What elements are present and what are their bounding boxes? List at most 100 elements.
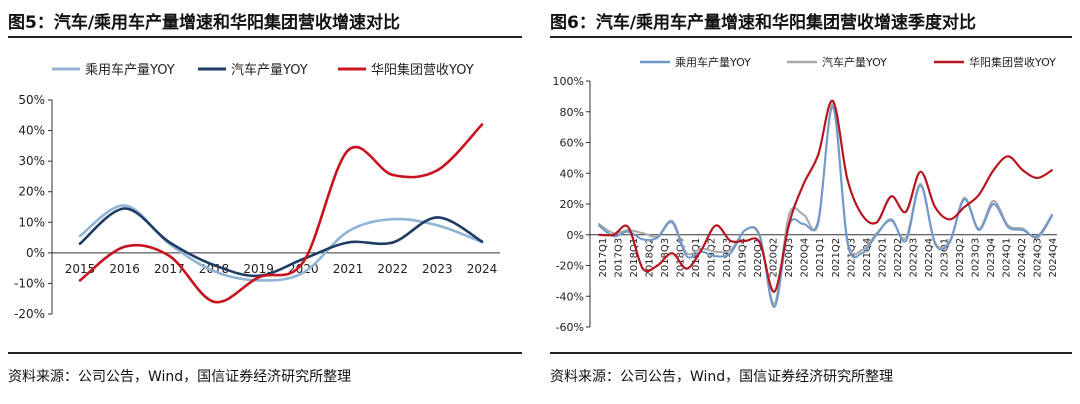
y-tick-label: 60% [560,137,584,150]
data-point-2 [977,193,980,196]
data-point-2 [875,221,878,224]
y-tick-label: 0% [567,229,584,242]
data-point-1 [787,213,790,216]
data-point-1 [802,213,805,216]
data-point-2 [773,290,776,293]
data-point-2 [480,123,484,126]
data-point-1 [346,241,350,244]
x-tick-label: 2015 [65,262,96,276]
data-point-0 [875,233,878,236]
legend-label-1: 汽车产量YOY [231,62,308,78]
x-tick-label: 2021Q1 [815,238,826,278]
data-point-1 [391,241,394,244]
data-point-2 [729,239,732,242]
data-point-0 [817,219,820,222]
data-point-2 [302,260,305,264]
legend-label-1: 汽车产量YOY [822,55,887,69]
data-point-0 [934,242,937,245]
data-point-0 [302,271,305,275]
data-point-0 [78,234,82,238]
data-point-2 [1036,176,1039,179]
figure-5-chart: 乘用车产量YOY 汽车产量YOY 华阳集团营收YOY 50% 40% 30% 20% 10% 0… [14,62,500,321]
data-point-0 [212,269,216,273]
x-tick-label: 2021Q2 [831,238,842,278]
data-point-0 [948,241,951,244]
data-point-0 [257,279,260,282]
data-point-0 [123,204,126,207]
x-tick-label: 2017Q1 [598,238,609,278]
data-point-0 [346,230,350,233]
data-point-2 [700,249,703,252]
legend-label-0: 乘用车产量YOY [85,62,175,78]
data-point-0 [992,203,995,205]
x-tick-label: 2022Q2 [893,238,904,278]
data-point-0 [861,252,864,255]
x-tick-label: 2023Q4 [986,238,997,278]
figure-5-bottom-rule [8,352,522,354]
data-point-2 [1051,169,1053,172]
data-point-2 [992,169,995,172]
data-point-0 [744,229,747,232]
figure-6-title: 图6：汽车/乘用车产量增速和华阳集团营收增速季度对比 [550,13,977,33]
figure-6-panel: 图6：汽车/乘用车产量增速和华阳集团营收增速季度对比 乘用车产量YOY 汽车产量Y… [542,0,1080,404]
data-point-0 [802,222,805,225]
figure-5-title: 图5：汽车/乘用车产量增速和华阳集团营收增速对比 [8,13,401,33]
figure-6-top-rule [550,36,1072,38]
y-tick-label: 30% [18,154,45,168]
data-point-0 [598,224,600,227]
data-point-2 [846,178,849,181]
data-point-2 [168,254,171,258]
x-tick-label: 2023 [422,262,453,276]
x-tick-label: 2024Q3 [1032,238,1043,278]
x-tick-label: 2024Q2 [1017,238,1028,278]
y-tick-label: 100% [553,75,584,88]
data-point-2 [963,206,966,209]
data-point-1 [123,207,126,210]
data-point-2 [758,241,761,244]
data-point-1 [861,249,864,252]
data-point-0 [391,217,394,221]
data-point-2 [641,267,644,270]
data-point-2 [656,264,659,267]
x-tick-label: 2023Q2 [955,238,966,278]
data-point-2 [831,99,834,102]
data-point-2 [391,173,394,177]
x-tick-label: 2022 [377,262,408,276]
data-point-2 [919,170,922,173]
y-tick-label: -60% [556,321,584,334]
y-tick-label: 40% [560,167,584,180]
y-tick-label: 80% [560,106,584,119]
data-point-0 [963,198,966,201]
x-tick-label: 2024Q1 [1001,238,1012,278]
x-tick-label: 2020Q3 [784,238,795,278]
data-point-0 [1051,213,1053,216]
x-tick-label: 2020Q1 [753,238,764,278]
figure-6-chart: 乘用车产量YOY 汽车产量YOY 华阳集团营收YOY 100% 80% 60% 40% 20%… [553,55,1059,334]
x-tick-label: 2024 [467,262,498,276]
data-point-0 [1036,235,1039,238]
data-point-2 [436,169,439,172]
data-point-2 [744,239,747,242]
data-point-2 [346,149,350,152]
legend-label-0: 乘用车产量YOY [675,55,751,69]
data-point-0 [671,221,674,224]
series-line-2 [79,123,483,304]
data-point-1 [436,216,439,219]
data-point-1 [773,302,776,305]
figure-6-bottom-rule [550,352,1072,354]
x-tick-label: 2017Q3 [613,238,624,278]
data-point-0 [1021,229,1024,232]
data-point-2 [598,233,600,236]
x-tick-label: 2016 [109,262,140,276]
data-point-2 [212,300,216,304]
data-point-0 [831,106,834,109]
data-point-0 [641,238,644,241]
data-point-1 [598,222,600,225]
x-tick-label: 2021 [333,262,364,276]
data-point-1 [641,232,644,235]
x-tick-label: 2021Q3 [846,238,857,278]
data-point-2 [817,153,820,156]
data-point-1 [992,199,995,202]
data-point-1 [212,263,216,267]
x-tick-label: 2019Q2 [707,238,718,278]
